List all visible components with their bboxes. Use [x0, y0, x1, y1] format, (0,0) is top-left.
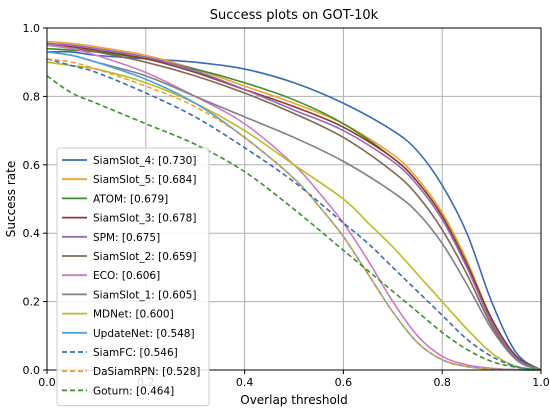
legend-label-8: MDNet: [0.600]	[93, 309, 174, 321]
x-tick-label: 0.0	[38, 376, 56, 389]
x-tick-label: 0.6	[335, 376, 353, 389]
legend-label-9: UpdateNet: [0.548]	[93, 328, 195, 340]
series-line-8	[46, 61, 542, 371]
y-tick-label: 0.6	[23, 159, 41, 172]
series-line-6	[46, 44, 542, 371]
legend: SiamSlot_4: [0.730] SiamSlot_5: [0.684] AT…	[56, 147, 210, 407]
series-line-3	[46, 44, 542, 371]
legend-label-7: SiamSlot_1: [0.605]	[93, 289, 196, 301]
legend-label-5: SiamSlot_2: [0.659]	[93, 251, 196, 263]
y-tick-label: 1.0	[23, 22, 41, 35]
x-tick-label: 1.0	[532, 376, 550, 389]
series-line-4	[46, 42, 542, 371]
series-line-0	[46, 50, 542, 371]
legend-label-12: Goturn: [0.464]	[93, 385, 174, 397]
series-line-12	[46, 75, 542, 371]
x-tick-label: 0.8	[433, 376, 451, 389]
legend-label-6: ECO: [0.606]	[93, 270, 160, 282]
x-axis-label: Overlap threshold	[240, 393, 348, 407]
plot-frame	[46, 27, 542, 371]
legend-label-3: SiamSlot_3: [0.678]	[93, 213, 196, 225]
series-lines	[46, 40, 542, 371]
legend-label-11: DaSiamRPN: [0.528]	[93, 366, 200, 378]
y-tick-label: 0.0	[23, 364, 41, 377]
y-axis-label: Success rate	[4, 161, 18, 238]
legend-label-0: SiamSlot_4: [0.730]	[93, 155, 196, 167]
legend-label-1: SiamSlot_5: [0.684]	[93, 174, 196, 186]
x-tick-label: 0.4	[236, 376, 254, 389]
chart-title: Success plots on GOT-10k	[210, 8, 379, 23]
legend-label-4: SPM: [0.675]	[93, 232, 160, 244]
series-line-11	[46, 57, 542, 371]
y-tick-label: 0.4	[23, 227, 41, 240]
series-line-5	[46, 44, 542, 371]
legend-label-2: ATOM: [0.679]	[93, 193, 168, 205]
y-tick-label: 0.2	[23, 296, 41, 309]
y-tick-label: 0.8	[23, 90, 41, 103]
legend-box	[56, 147, 210, 407]
legend-label-10: SiamFC: [0.546]	[93, 347, 178, 359]
